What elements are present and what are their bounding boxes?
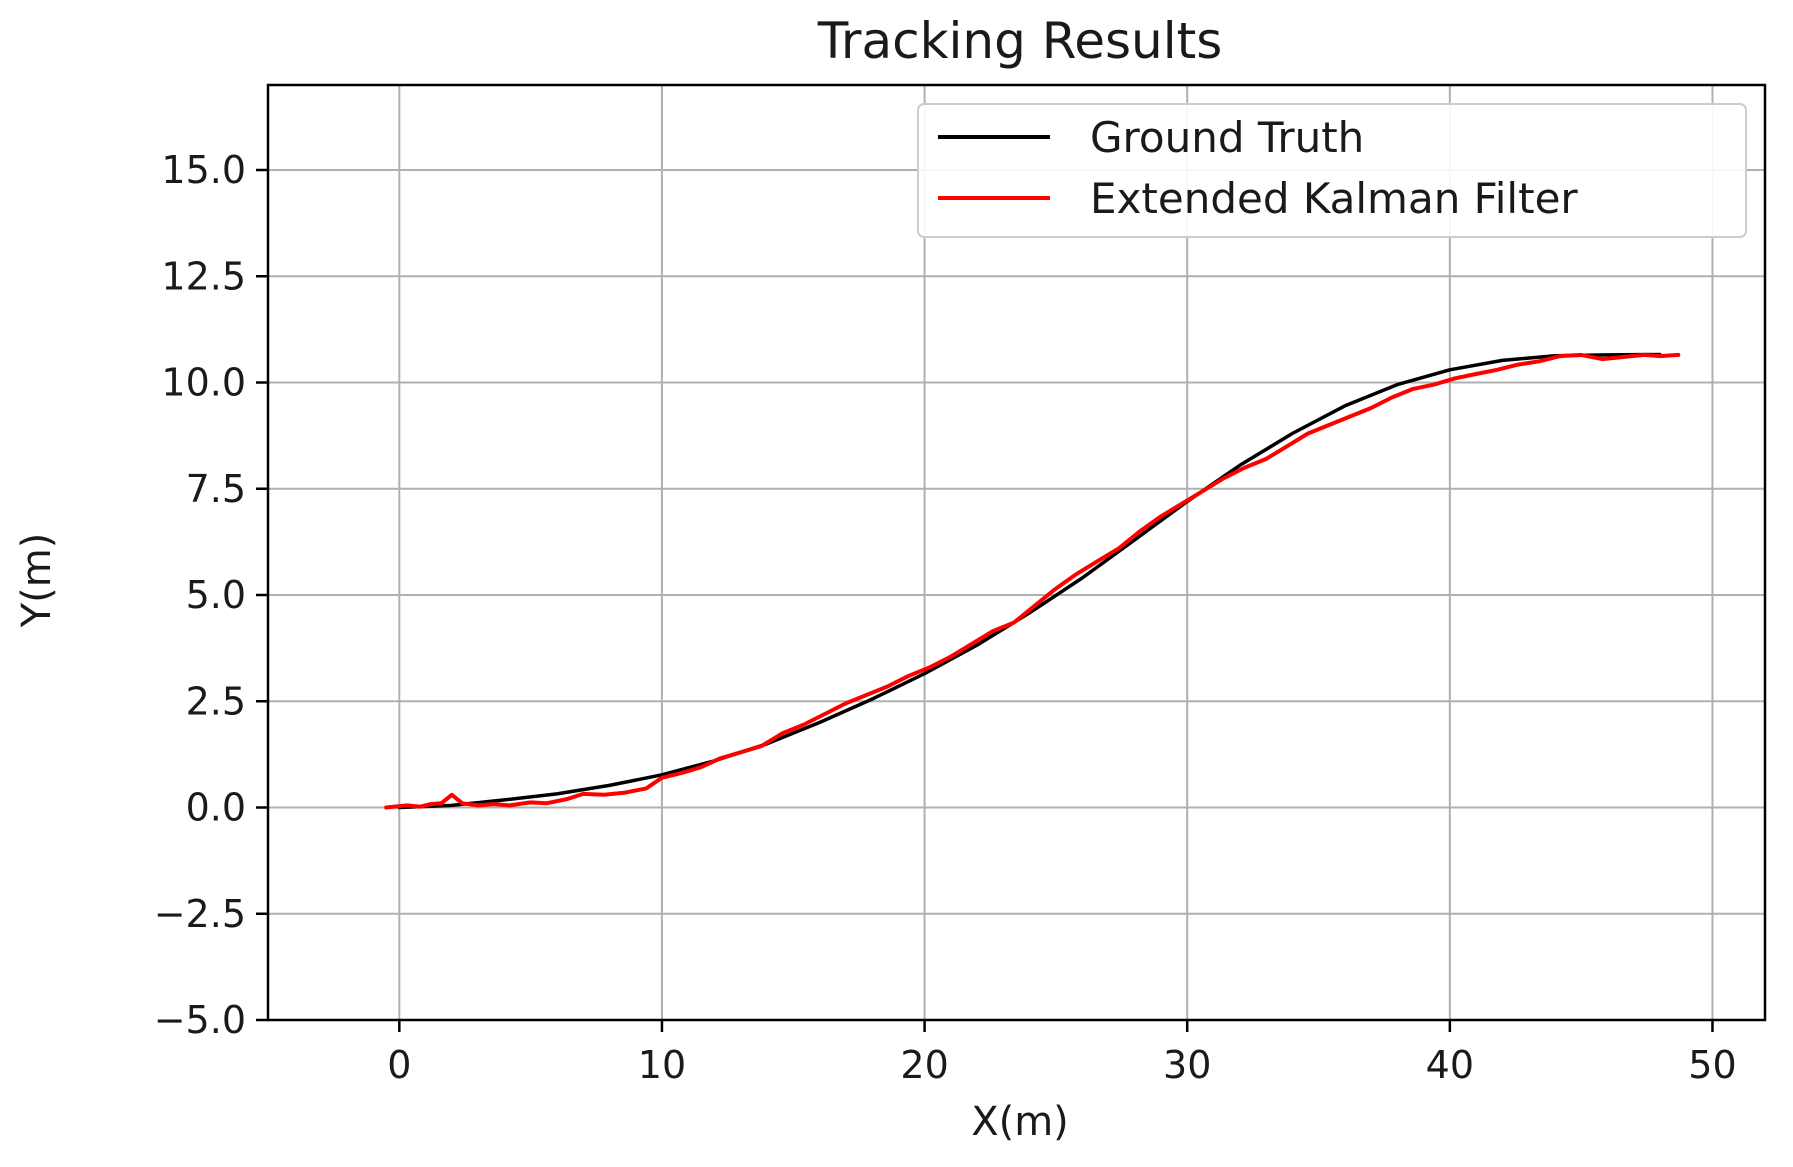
axis-ticks: 0 10 20 30 40 50 −5.0 −2.5 0.0 2.5 5.0 7.5 10.0 12.5 1… bbox=[154, 148, 1737, 1087]
y-tick-label: 0.0 bbox=[186, 786, 246, 830]
x-tick-label: 20 bbox=[900, 1043, 948, 1087]
series-line-ground-truth bbox=[397, 352, 1662, 810]
y-tick-label: 10.0 bbox=[161, 361, 246, 405]
x-tick-label: 0 bbox=[387, 1043, 411, 1087]
legend-box bbox=[917, 103, 1747, 238]
x-tick-label: 10 bbox=[638, 1043, 686, 1087]
legend: Ground Truth Extended Kalman Filter bbox=[917, 103, 1747, 238]
y-axis-label: Y(m) bbox=[14, 533, 60, 629]
chart-title: Tracking Results bbox=[817, 12, 1223, 70]
y-tick-label: 2.5 bbox=[186, 679, 246, 723]
y-tick-label: −5.0 bbox=[154, 998, 246, 1042]
series-line-extended-kalman-filter bbox=[384, 352, 1681, 810]
y-tick-label: 12.5 bbox=[161, 254, 246, 298]
plot-frame bbox=[266, 83, 1767, 1022]
x-axis-label: X(m) bbox=[971, 1099, 1069, 1145]
x-tick-label: 30 bbox=[1163, 1043, 1211, 1087]
plot-series bbox=[384, 352, 1681, 810]
y-tick-label: 7.5 bbox=[186, 467, 246, 511]
y-tick-label: 5.0 bbox=[186, 573, 246, 617]
legend-label-extended-kalman-filter: Extended Kalman Filter bbox=[1090, 174, 1578, 223]
x-tick-label: 50 bbox=[1688, 1043, 1736, 1087]
y-tick-label: −2.5 bbox=[154, 892, 246, 936]
y-tick-label: 15.0 bbox=[161, 148, 246, 192]
x-tick-label: 40 bbox=[1426, 1043, 1474, 1087]
legend-label-ground-truth: Ground Truth bbox=[1090, 113, 1364, 162]
